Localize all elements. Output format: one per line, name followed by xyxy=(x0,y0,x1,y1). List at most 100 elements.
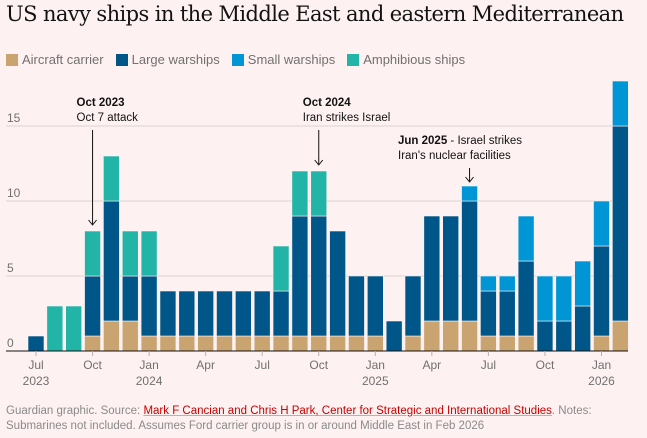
bar-segment xyxy=(121,275,139,322)
annotation-text: Iran strikes Israel xyxy=(303,112,391,124)
x-tick-year-label: 2025 xyxy=(362,374,389,388)
bar-segment xyxy=(366,335,384,352)
bar-segment xyxy=(498,290,516,337)
bar-segment xyxy=(84,275,101,337)
bar-segment xyxy=(423,215,441,322)
legend-swatch xyxy=(115,53,128,66)
annotation-arrowhead xyxy=(314,159,324,166)
bar-segment xyxy=(480,335,497,352)
bar-segment xyxy=(517,335,535,352)
annotation-text: Oct 7 attack xyxy=(77,112,139,124)
bar-segment xyxy=(197,290,214,337)
bar-segment xyxy=(84,230,101,277)
bar-segment xyxy=(178,290,196,337)
bar-segment xyxy=(121,230,139,277)
bar-segment xyxy=(536,275,554,322)
bar-segment xyxy=(46,305,64,352)
bar-segment xyxy=(329,230,346,337)
bar-segment xyxy=(461,200,478,322)
annotation-arrowhead xyxy=(465,176,474,183)
bar-segment xyxy=(235,335,252,352)
x-tick-label: Jan xyxy=(366,358,385,372)
bar-segment xyxy=(348,335,365,352)
bar-segment xyxy=(517,215,535,262)
x-tick-label: Apr xyxy=(196,358,215,372)
bar-segment xyxy=(65,305,82,352)
footer-prefix: Guardian graphic. Source: xyxy=(6,405,144,417)
y-tick-label: 15 xyxy=(7,111,21,125)
bar-segment xyxy=(574,260,591,307)
bar-segment xyxy=(272,290,290,337)
bar-segment xyxy=(498,335,516,352)
bar-segment xyxy=(291,215,309,337)
bar-segment xyxy=(555,320,573,352)
annotation-title: Oct 2023 xyxy=(77,97,125,109)
bar-segment xyxy=(404,275,422,337)
x-tick-label: Oct xyxy=(536,358,555,372)
bar-segment xyxy=(178,335,196,352)
bar-segment xyxy=(140,335,158,352)
bar-segment xyxy=(253,335,271,352)
bar-segment xyxy=(291,170,309,217)
bar-segment xyxy=(404,335,422,352)
legend-label: Amphibious ships xyxy=(363,52,466,67)
x-tick-label: Jul xyxy=(255,358,270,372)
bar-segment xyxy=(461,185,478,202)
x-tick-label: Oct xyxy=(309,358,328,372)
legend-item-small-warships: Small warships xyxy=(231,52,336,67)
bar-segment xyxy=(272,245,290,292)
bar-segment xyxy=(555,275,573,322)
bar-segment xyxy=(216,335,233,352)
annotation-text: Jun 2025 - Israel strikes xyxy=(398,135,522,147)
bar-segment xyxy=(253,290,271,337)
stacked-bar-chart: 0 5 10 15 Jul 2023 Oct Jan 2024 Apr Jul Oct Jan 2025 A… xyxy=(6,80,629,388)
annotation-text-line2: Iran's nuclear facilities xyxy=(398,150,511,162)
legend-item-large-warships: Large warships xyxy=(115,52,220,67)
annotation-title: Oct 2024 xyxy=(303,97,352,109)
source-link[interactable]: Mark F Cancian and Chris H Park, Center … xyxy=(143,405,552,417)
bar-segment xyxy=(291,335,309,352)
bar-segment xyxy=(272,335,290,352)
bar-segment xyxy=(612,125,629,322)
bar-segment xyxy=(593,245,610,337)
bar-segment xyxy=(480,290,497,337)
bar-segment xyxy=(480,275,497,292)
bar-segment xyxy=(103,200,120,322)
x-tick-label: Jan xyxy=(139,358,158,372)
bar-segment xyxy=(498,275,516,292)
bar-segment xyxy=(366,275,384,337)
bar-segment xyxy=(140,275,158,337)
annotation-arrowhead xyxy=(88,219,97,226)
x-tick-label: Jan xyxy=(592,358,611,372)
bar-segment xyxy=(84,335,101,352)
y-tick-label: 5 xyxy=(7,261,14,275)
legend-label: Aircraft carrier xyxy=(22,52,104,67)
bar-segment xyxy=(348,275,365,337)
annotation-title: Jun 2025 xyxy=(398,135,448,147)
legend-item-aircraft-carrier: Aircraft carrier xyxy=(6,52,104,67)
bar-segment xyxy=(612,320,629,352)
bar-segment xyxy=(159,335,177,352)
bar-segment xyxy=(385,320,403,352)
x-tick-label: Apr xyxy=(423,358,442,372)
y-tick-label: 0 xyxy=(7,336,14,350)
bar-segment xyxy=(103,155,120,202)
x-tick-label: Jul xyxy=(481,358,496,372)
bar-segment xyxy=(310,215,328,337)
bar-segment xyxy=(536,320,554,352)
bar-segment xyxy=(593,335,610,352)
bar-segment xyxy=(310,335,328,352)
bar-segment xyxy=(461,320,478,352)
footer-notes: . Notes: Submarines not included. Assume… xyxy=(6,405,592,432)
bar-segment xyxy=(140,230,158,277)
bar-segment xyxy=(574,305,591,352)
footer-note: Guardian graphic. Source: Mark F Cancian… xyxy=(6,404,636,434)
bar-segment xyxy=(612,80,629,127)
legend-label: Small warships xyxy=(247,52,336,67)
x-tick-year-label: 2023 xyxy=(23,374,50,388)
bar-segment xyxy=(159,290,177,337)
x-tick-year-label: 2026 xyxy=(588,374,615,388)
bar-segment xyxy=(235,290,252,337)
legend-swatch xyxy=(6,53,18,66)
chart-title: US navy ships in the Middle East and eas… xyxy=(6,2,624,26)
